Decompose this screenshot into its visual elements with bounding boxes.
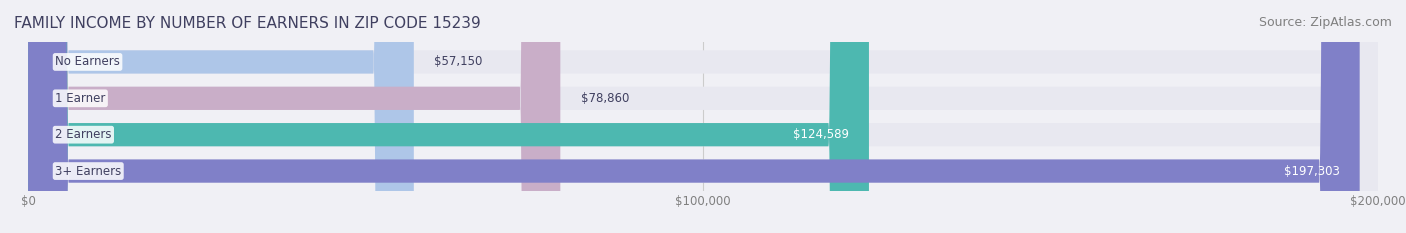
FancyBboxPatch shape — [28, 0, 1378, 233]
Text: 3+ Earners: 3+ Earners — [55, 164, 121, 178]
FancyBboxPatch shape — [28, 0, 869, 233]
FancyBboxPatch shape — [28, 0, 1378, 233]
FancyBboxPatch shape — [28, 0, 1378, 233]
Text: No Earners: No Earners — [55, 55, 120, 69]
Text: 1 Earner: 1 Earner — [55, 92, 105, 105]
Text: $57,150: $57,150 — [434, 55, 482, 69]
FancyBboxPatch shape — [28, 0, 561, 233]
Text: FAMILY INCOME BY NUMBER OF EARNERS IN ZIP CODE 15239: FAMILY INCOME BY NUMBER OF EARNERS IN ZI… — [14, 16, 481, 31]
FancyBboxPatch shape — [28, 0, 1378, 233]
Text: $197,303: $197,303 — [1284, 164, 1340, 178]
Text: 2 Earners: 2 Earners — [55, 128, 111, 141]
Text: $124,589: $124,589 — [793, 128, 849, 141]
Text: $78,860: $78,860 — [581, 92, 628, 105]
FancyBboxPatch shape — [28, 0, 413, 233]
FancyBboxPatch shape — [28, 0, 1360, 233]
Text: Source: ZipAtlas.com: Source: ZipAtlas.com — [1258, 16, 1392, 29]
